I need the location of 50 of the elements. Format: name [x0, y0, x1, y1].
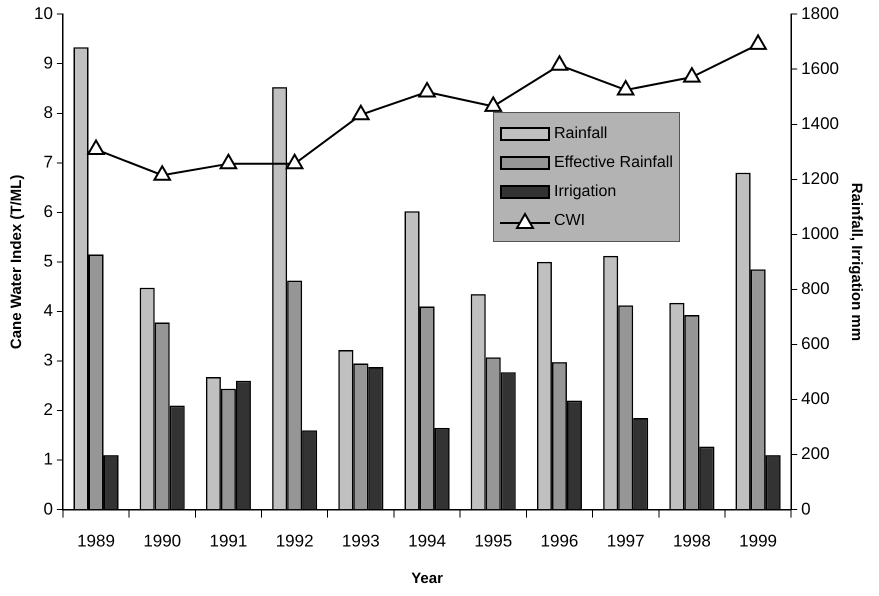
x-tick-label: 1990 [143, 531, 182, 550]
y-tick-label: 9 [43, 53, 53, 72]
x-tick-label: 1994 [408, 531, 446, 550]
y-tick-label: 0 [43, 499, 53, 518]
x-tick-label: 1995 [474, 531, 512, 550]
x-axis-title: Year [411, 570, 444, 588]
y2-tick-label: 800 [801, 279, 830, 298]
y-tick-label: 6 [43, 202, 53, 222]
y-tick-label: 5 [43, 252, 53, 271]
x-tick-label: 1998 [672, 531, 711, 550]
y-tick-label: 2 [43, 400, 53, 420]
y-axis-title: Cane Water Index (T/ML) [8, 174, 26, 350]
x-tick-label: 1996 [540, 531, 578, 550]
y-tick-label: 8 [43, 102, 53, 122]
y2-tick-label: 1600 [801, 58, 840, 78]
y2-tick-label: 400 [801, 389, 830, 408]
point [220, 154, 238, 170]
point [286, 154, 304, 170]
point [87, 139, 105, 155]
point [153, 165, 172, 181]
point [683, 67, 701, 83]
point [484, 96, 502, 112]
y-tick-label: 7 [43, 152, 53, 172]
y2-tick-label: 1000 [801, 224, 840, 244]
legend-label: Rainfall [554, 124, 608, 142]
x-tick-label: 1989 [77, 531, 115, 550]
y2-tick-label: 1200 [801, 169, 840, 188]
y2-tick-label: 1400 [801, 114, 840, 133]
y-tick-label: 4 [43, 301, 53, 320]
legend-label: Irrigation [554, 182, 616, 200]
point [352, 104, 370, 120]
y2-axis-title: Rainfall, Irrigation mm [848, 182, 865, 342]
y2-tick-label: 1800 [801, 4, 840, 23]
y2-tick-label: 200 [801, 444, 830, 464]
y-tick-label: 1 [43, 450, 53, 469]
x-tick-label: 1992 [276, 531, 314, 550]
y2-tick-label: 0 [801, 499, 811, 518]
point [616, 80, 634, 96]
x-tick-label: 1997 [606, 531, 645, 550]
point [418, 82, 436, 98]
point [550, 55, 568, 71]
point [749, 34, 767, 50]
x-tick-label: 1991 [210, 531, 248, 550]
x-tick-label: 1993 [342, 531, 380, 550]
y-tick-label: 3 [43, 350, 53, 370]
y-tick-label: 10 [34, 4, 53, 23]
legend-label: CWI [554, 212, 586, 230]
y2-tick-label: 600 [801, 334, 830, 354]
legend-label: Effective Rainfall [554, 154, 673, 172]
x-tick-label: 1999 [739, 531, 777, 550]
